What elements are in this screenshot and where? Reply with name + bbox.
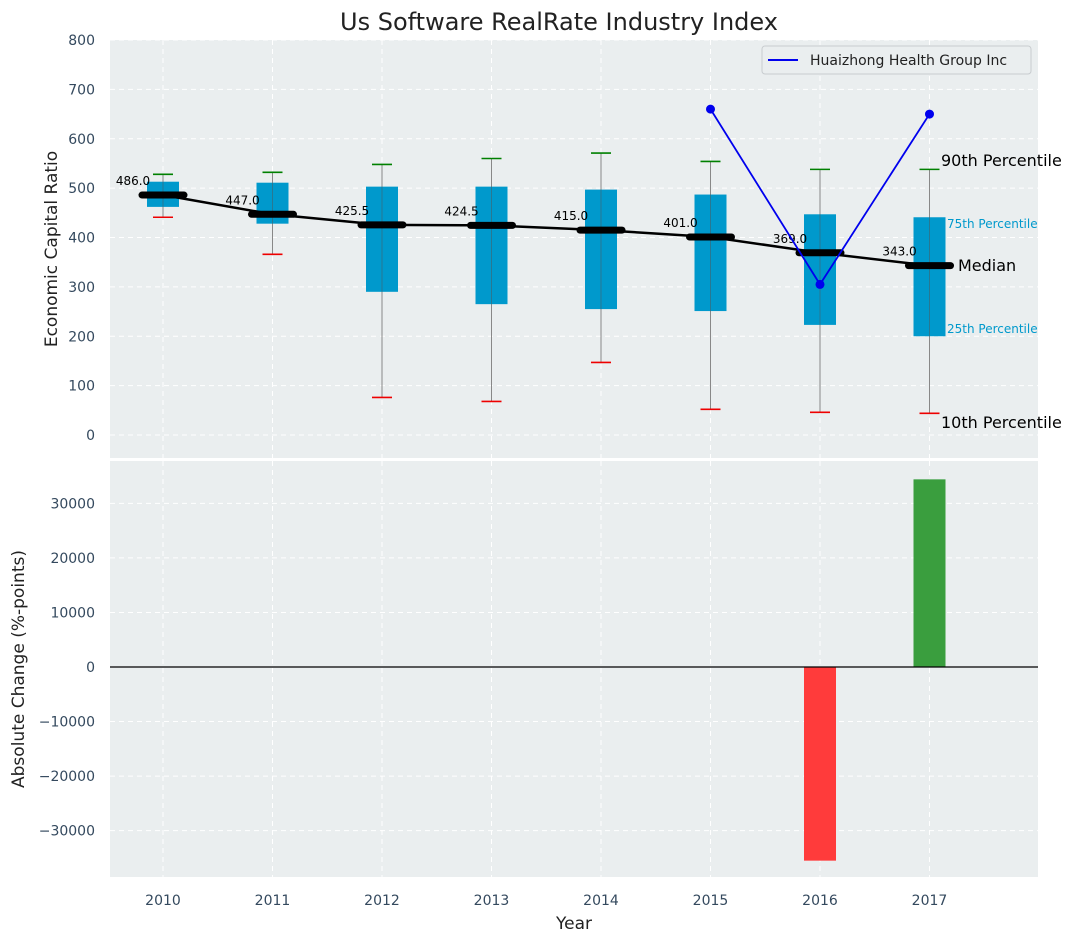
x-tick-label: 2011 [255, 893, 291, 909]
median-value-label: 424.5 [444, 204, 478, 218]
top-y-tick-label: 100 [68, 379, 95, 395]
top-y-tick-label: 800 [68, 33, 95, 49]
company-point [706, 104, 715, 114]
change-bar [913, 479, 946, 667]
legend-box [761, 45, 1032, 75]
annotation-75th: 75th Percentile [947, 217, 1038, 231]
median-value-label: 415.0 [554, 209, 588, 223]
top-plot-area [110, 40, 1038, 458]
median-value-label: 447.0 [225, 193, 259, 207]
bottom-y-tick-label: −30000 [39, 824, 95, 840]
median-value-label: 343.0 [882, 245, 916, 259]
annotation-10th: 10th Percentile [941, 413, 1062, 432]
x-tick-label: 2016 [802, 893, 838, 909]
legend-entry-company: Huaizhong Health Group Inc [810, 53, 1007, 69]
chart-title: Us Software RealRate Industry Index [340, 8, 778, 36]
x-tick-label: 2015 [693, 893, 729, 909]
bottom-y-tick-label: −10000 [39, 715, 95, 731]
top-y-axis: 0 100 200 300 400 500 600 700 800 [68, 33, 95, 444]
median-value-label: 401.0 [663, 216, 697, 230]
bottom-y-axis-label: Absolute Change (%-points) [9, 550, 29, 788]
company-point [815, 279, 825, 289]
x-tick-label: 2013 [474, 893, 510, 909]
top-y-tick-label: 600 [68, 132, 95, 148]
annotation-25th: 25th Percentile [947, 322, 1038, 336]
top-y-axis-label: Economic Capital Ratio [42, 151, 62, 347]
median-value-label: 486.0 [116, 174, 150, 188]
bottom-y-tick-label: 20000 [50, 551, 95, 567]
annotation-90th: 90th Percentile [941, 151, 1062, 170]
legend: Huaizhong Health Group Inc [761, 45, 1032, 75]
company-series [706, 104, 934, 289]
bottom-plot-area [110, 461, 1038, 877]
x-tick-label: 2017 [912, 893, 948, 909]
top-y-tick-label: 400 [68, 231, 95, 247]
percentile-annotations: 90th Percentile 75th Percentile Median 2… [941, 151, 1062, 432]
top-y-tick-label: 700 [68, 82, 95, 98]
x-tick-label: 2010 [145, 893, 181, 909]
bottom-y-axis: −30000 −20000 −10000 0 10000 20000 30000 [39, 496, 95, 839]
x-tick-label: 2014 [583, 893, 619, 909]
median-value-label: 369.0 [773, 232, 807, 246]
top-y-tick-label: 500 [68, 181, 95, 197]
top-y-tick-label: 0 [86, 428, 95, 444]
change-bar [804, 667, 836, 861]
x-tick-label: 2012 [364, 893, 400, 909]
top-y-tick-label: 200 [68, 329, 95, 345]
box-plots [147, 152, 946, 415]
x-axis-label: Year [555, 914, 592, 934]
bottom-y-tick-label: −20000 [39, 769, 95, 785]
median-trend-line: 486.0 447.0 425.5 424.5 415.0 401.0 369.0 343.0 [116, 174, 954, 270]
bottom-y-tick-label: 10000 [50, 605, 95, 621]
median-value-label: 425.5 [335, 204, 369, 218]
annotation-median: Median [958, 256, 1016, 275]
bottom-y-tick-label: 30000 [50, 496, 95, 512]
bottom-y-tick-label: 0 [86, 660, 95, 676]
change-bars [804, 479, 946, 861]
top-y-tick-label: 300 [68, 280, 95, 296]
x-axis-ticks: 2010 2011 2012 2013 2014 2015 2016 2017 [145, 893, 947, 909]
company-point [925, 109, 934, 119]
